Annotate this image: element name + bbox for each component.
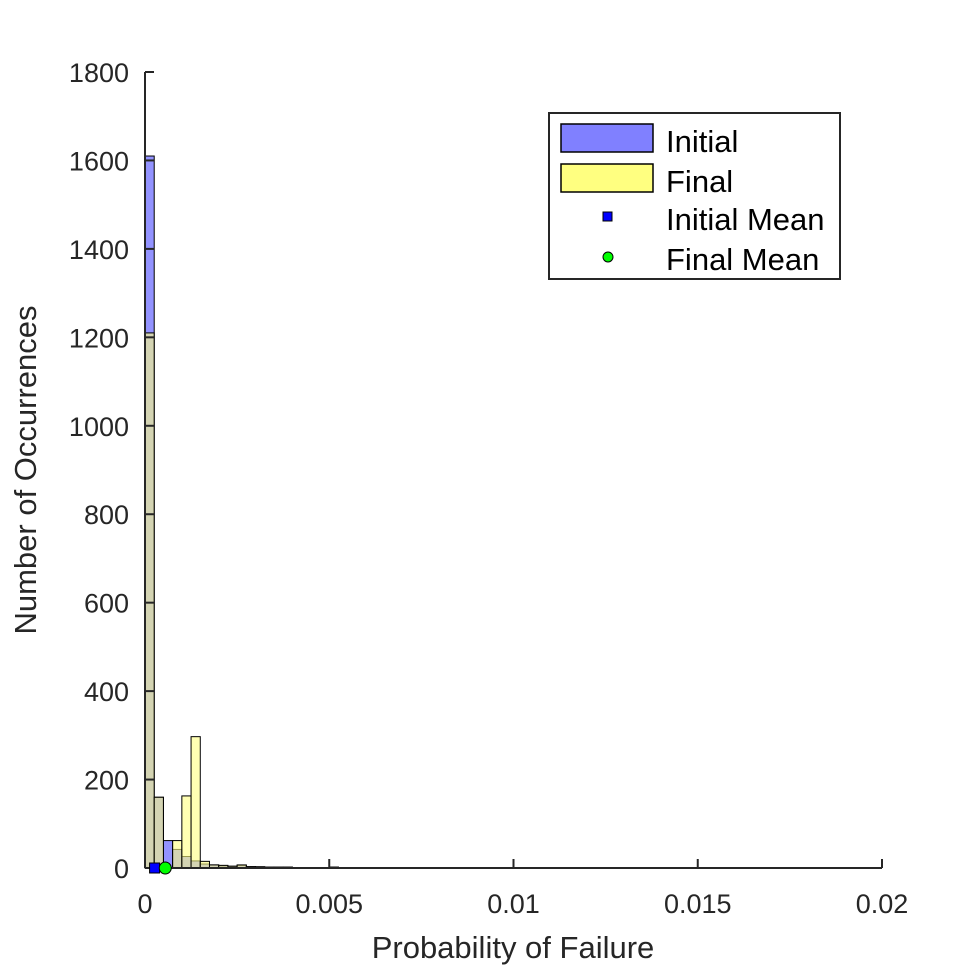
x-tick-label: 0.01 (487, 889, 540, 919)
series-final-bars (144, 332, 745, 869)
y-tick-label: 1800 (69, 58, 129, 88)
x-tick-label: 0.02 (856, 889, 909, 919)
y-tick-label: 1000 (69, 412, 129, 442)
legend-marker-initial-mean (602, 211, 613, 222)
final-mean-marker (158, 861, 172, 875)
mean-markers (149, 861, 172, 875)
x-tick-label: 0.015 (664, 889, 732, 919)
y-tick-label: 400 (84, 677, 129, 707)
x-axis-label: Probability of Failure (372, 930, 655, 965)
y-tick-label: 200 (84, 766, 129, 796)
y-tick-label: 600 (84, 589, 129, 619)
y-tick-label: 1600 (69, 146, 129, 176)
x-tick-label: 0.005 (295, 889, 363, 919)
legend-label-initial: Initial (666, 124, 738, 159)
y-axis-label: Number of Occurrences (8, 305, 43, 634)
y-tick-label: 1200 (69, 323, 129, 353)
initial-mean-marker (149, 862, 161, 874)
y-tick-label: 1400 (69, 235, 129, 265)
bar-final-1 (153, 796, 164, 869)
x-tick-label: 0 (137, 889, 152, 919)
bar-final-5 (190, 736, 201, 869)
y-tick-label: 800 (84, 500, 129, 530)
bar-final-4 (181, 795, 192, 869)
legend-label-final: Final (666, 164, 733, 199)
legend-label-initial-mean: Initial Mean (666, 202, 825, 237)
legend-swatch-final (560, 163, 654, 193)
legend-swatch-initial (560, 123, 654, 153)
legend-label-final-mean: Final Mean (666, 242, 819, 277)
bar-final-3 (172, 840, 183, 869)
y-tick-label: 0 (114, 854, 129, 884)
legend-marker-final-mean (602, 251, 614, 263)
legend: Initial Final Initial Mean Final Mean (548, 112, 841, 280)
bar-final-0 (144, 332, 155, 869)
axes: 0 0.005 0.01 0.015 0.02 0 200 400 600 800 1000 1200… (69, 58, 908, 919)
